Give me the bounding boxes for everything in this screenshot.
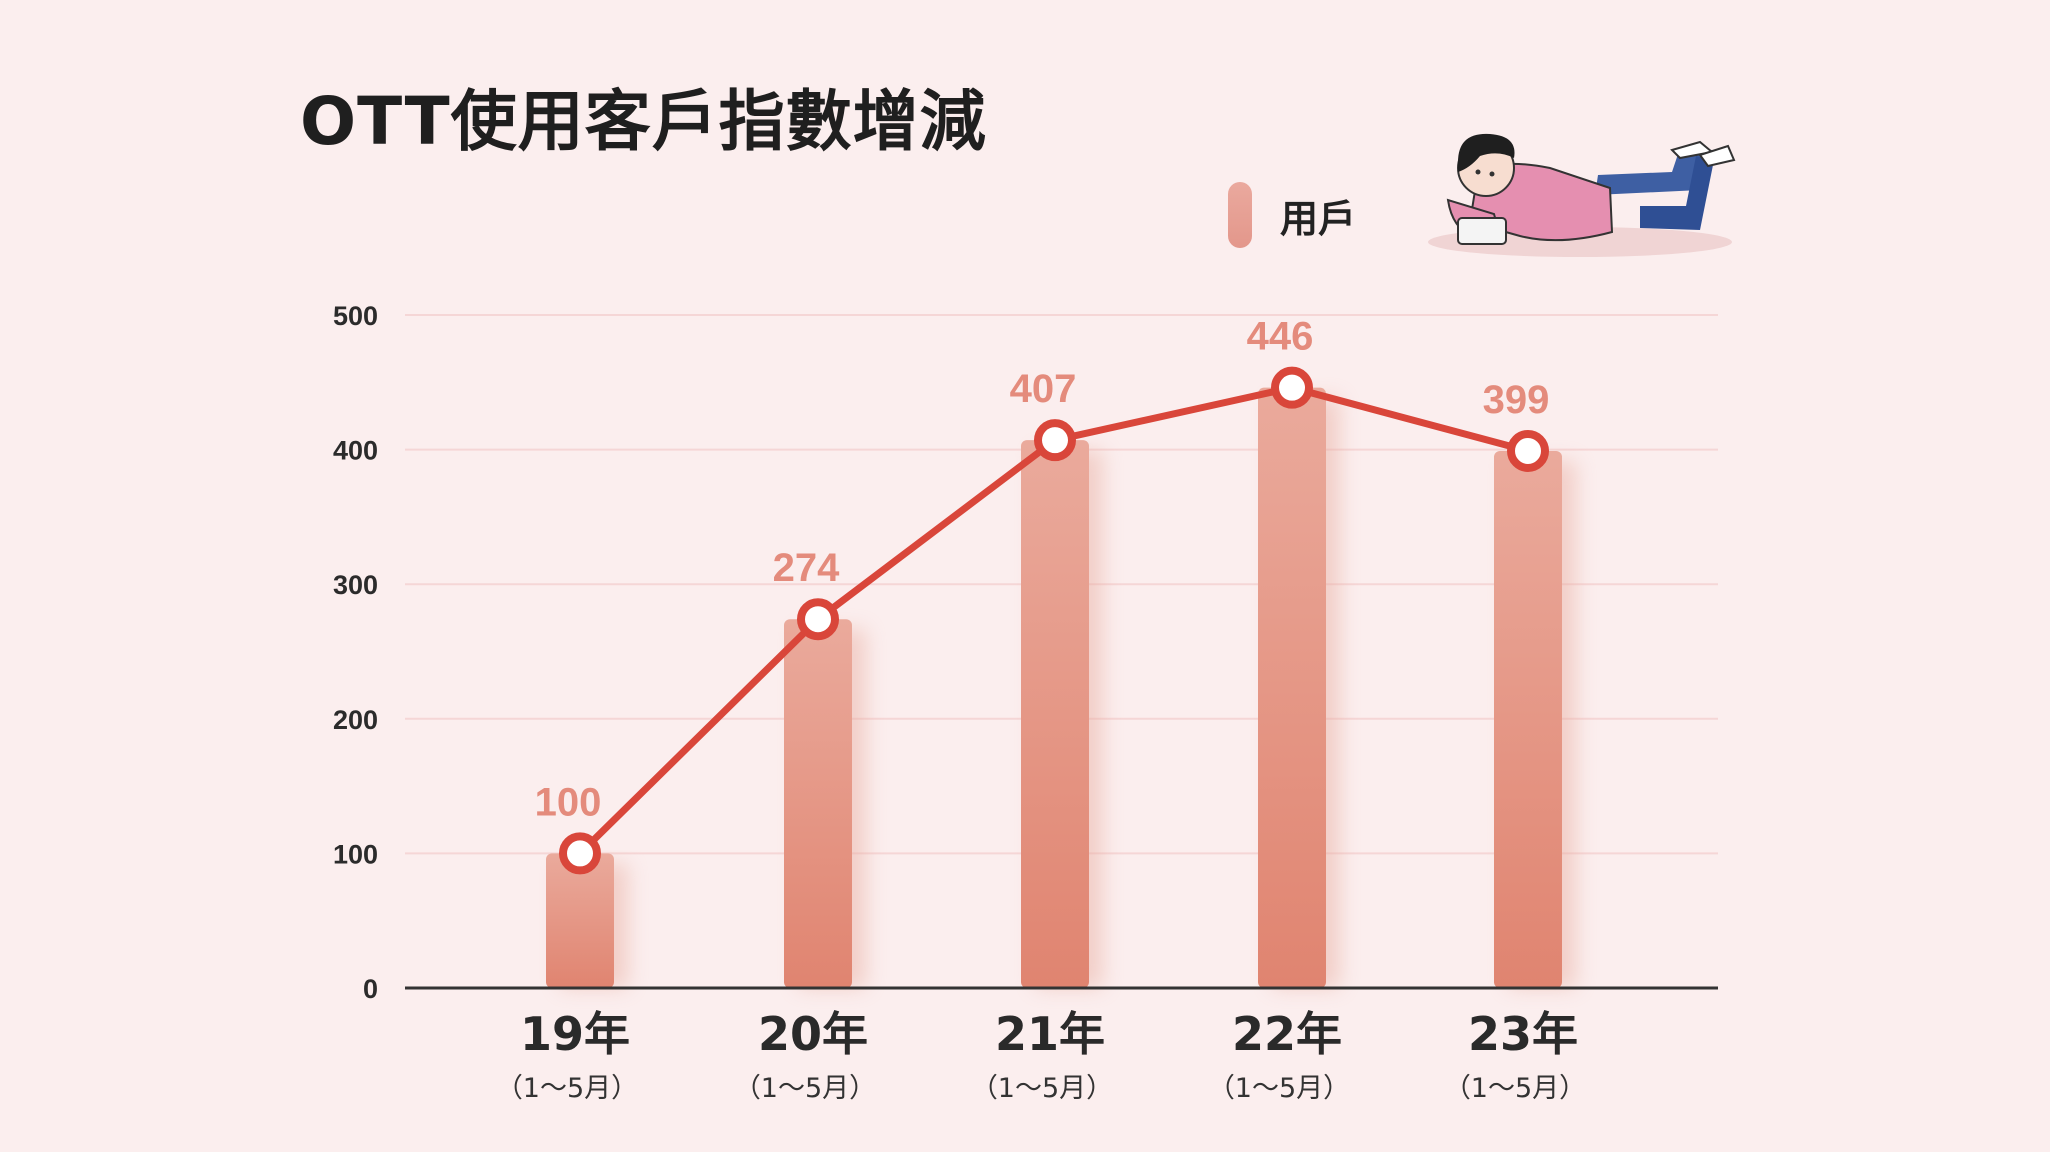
y-axis-ticks: 0 100 200 300 400 500 (333, 301, 378, 1004)
line-points (559, 366, 1549, 875)
y-tick-label: 300 (333, 570, 378, 600)
x-tick-label: 23年 (1468, 1007, 1578, 1061)
data-label: 274 (773, 546, 840, 590)
legend-swatch (1228, 182, 1252, 248)
line-point (797, 598, 839, 641)
bar (784, 619, 852, 988)
x-tick-label: 20年 (758, 1007, 868, 1061)
line-point (1507, 429, 1549, 472)
data-label: 407 (1010, 367, 1077, 411)
bars (546, 387, 1562, 989)
bar (1021, 440, 1089, 989)
line-point (1271, 366, 1313, 409)
chart-title: OTT使用客戶指數增減 (300, 83, 987, 160)
x-tick-label: 19年 (520, 1007, 630, 1061)
line-point (1034, 419, 1076, 462)
legend: 用戶 (1228, 182, 1356, 248)
legend-label: 用戶 (1280, 196, 1357, 241)
data-label: 446 (1247, 315, 1314, 359)
data-labels: 100 274 407 446 399 (535, 315, 1550, 825)
x-tick-sublabel: （1～5月） (734, 1073, 876, 1104)
data-label: 100 (535, 780, 602, 824)
y-tick-label: 200 (333, 705, 378, 735)
x-tick-sublabel: （1～5月） (496, 1073, 638, 1104)
person-lying-illustration (1428, 133, 1736, 257)
x-tick-label: 21年 (995, 1007, 1105, 1061)
x-axis-ticks: 19年 （1～5月） 20年 （1～5月） 21年 （1～5月） 22年 （1～5月） 23年 （… (496, 1007, 1586, 1104)
y-tick-label: 400 (333, 436, 378, 466)
y-tick-label: 500 (333, 301, 378, 331)
y-tick-label: 100 (333, 839, 378, 869)
x-tick-sublabel: （1～5月） (1208, 1073, 1350, 1104)
y-tick-label: 0 (363, 974, 378, 1004)
x-tick-label: 22年 (1232, 1007, 1342, 1061)
bar (546, 853, 614, 988)
x-tick-sublabel: （1～5月） (1444, 1073, 1586, 1104)
data-label: 399 (1483, 378, 1550, 422)
bar (1494, 450, 1562, 988)
x-tick-sublabel: （1～5月） (971, 1073, 1113, 1104)
bar (1258, 387, 1326, 989)
line-point (559, 832, 601, 875)
